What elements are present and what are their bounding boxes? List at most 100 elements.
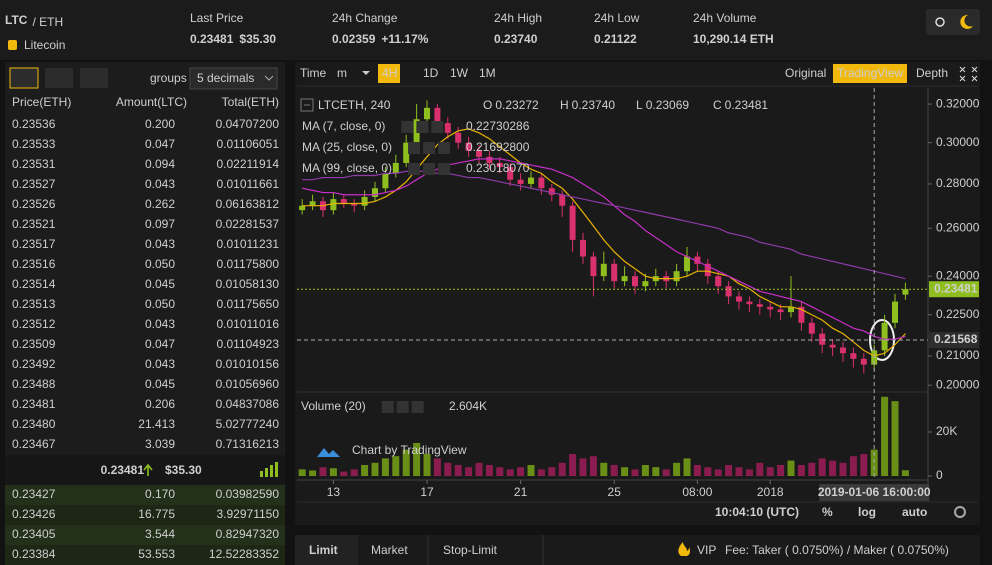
log-toggle[interactable]: log [858, 505, 876, 519]
ma-legend-button[interactable] [438, 163, 451, 175]
ask-cell[interactable]: 0.23517 [12, 237, 56, 251]
bid-cell[interactable]: 53.553 [138, 547, 175, 561]
ask-cell[interactable]: 0.097 [145, 217, 175, 231]
ask-cell[interactable]: 0.200 [145, 117, 175, 131]
ask-cell[interactable]: 0.047 [145, 137, 175, 151]
interval-button[interactable]: 1D [423, 66, 439, 80]
volume-legend-button[interactable] [396, 401, 409, 413]
ask-cell[interactable]: 0.01104923 [216, 337, 279, 351]
sun-icon[interactable] [935, 17, 945, 27]
view-button[interactable]: TradingView [837, 66, 903, 80]
ask-cell[interactable]: 0.206 [145, 397, 175, 411]
bid-cell[interactable]: 0.03982590 [216, 487, 280, 501]
order-tab[interactable]: Limit [309, 543, 338, 557]
ma-legend-button[interactable] [416, 121, 429, 133]
ask-cell[interactable]: 0.045 [145, 277, 175, 291]
ask-cell[interactable]: 0.23536 [12, 117, 56, 131]
interval-button[interactable]: 1W [450, 66, 469, 80]
ask-cell[interactable]: 0.23467 [12, 437, 56, 451]
ask-cell[interactable]: 0.043 [145, 357, 175, 371]
ask-cell[interactable]: 0.043 [145, 317, 175, 331]
auto-toggle[interactable]: auto [902, 505, 927, 519]
ask-cell[interactable]: 0.02211914 [216, 157, 279, 171]
ask-cell[interactable]: 0.23514 [12, 277, 56, 291]
ask-cell[interactable]: 0.01011661 [216, 177, 279, 191]
ask-cell[interactable]: 0.23533 [12, 137, 56, 151]
ask-cell[interactable]: 0.23516 [12, 257, 56, 271]
ask-cell[interactable]: 0.050 [145, 257, 175, 271]
ask-cell[interactable]: 0.01175800 [216, 257, 279, 271]
interval-button[interactable]: m [337, 66, 347, 80]
ask-cell[interactable]: 0.01175650 [216, 297, 279, 311]
view-bids-button[interactable] [45, 68, 73, 88]
bid-cell[interactable]: 0.82947320 [216, 527, 280, 541]
ask-cell[interactable]: 0.23481 [12, 397, 56, 411]
ask-cell[interactable]: 0.04837086 [216, 397, 280, 411]
interval-button[interactable]: 4H [382, 66, 397, 80]
bid-cell[interactable]: 3.544 [145, 527, 175, 541]
ma-legend-button[interactable] [423, 142, 436, 154]
bid-cell[interactable]: 0.23426 [12, 507, 56, 521]
decimals-select[interactable] [189, 67, 278, 90]
ask-cell[interactable]: 0.045 [145, 377, 175, 391]
bid-cell[interactable]: 16.775 [138, 507, 175, 521]
settings-icon[interactable] [954, 506, 967, 518]
ask-cell[interactable]: 0.01056960 [216, 377, 280, 391]
ask-cell[interactable]: 0.23527 [12, 177, 56, 191]
ask-cell[interactable]: 0.23526 [12, 197, 56, 211]
ask-cell[interactable]: 0.01011231 [216, 237, 279, 251]
ask-cell[interactable]: 0.01011016 [216, 317, 279, 331]
view-both-button[interactable] [9, 67, 39, 89]
interval-button[interactable]: Time [300, 66, 327, 80]
ask-cell[interactable]: 0.047 [145, 337, 175, 351]
ask-cell[interactable]: 0.23488 [12, 377, 56, 391]
ask-cell[interactable]: 0.04707200 [216, 117, 280, 131]
volume-legend-button[interactable] [411, 401, 424, 413]
ask-cell[interactable]: 0.23521 [12, 217, 56, 231]
percent-toggle[interactable]: % [822, 505, 833, 519]
view-button[interactable]: Depth [916, 66, 948, 80]
ma-legend-button[interactable] [423, 163, 436, 175]
ask-cell[interactable]: 0.23513 [12, 297, 56, 311]
view-asks-button[interactable] [80, 68, 108, 88]
decimals-value[interactable]: 5 decimals [197, 71, 254, 85]
ask-cell[interactable]: 0.23531 [12, 157, 56, 171]
ask-cell[interactable]: 0.050 [145, 297, 175, 311]
view-button[interactable]: Original [785, 66, 826, 80]
ask-cell[interactable]: 0.094 [145, 157, 175, 171]
ask-cell[interactable]: 0.71316213 [216, 437, 280, 451]
ask-cell[interactable]: 0.043 [145, 237, 175, 251]
ma-legend-button[interactable] [401, 121, 414, 133]
ask-cell[interactable]: 0.23509 [12, 337, 56, 351]
ask-cell[interactable]: 5.02777240 [216, 417, 280, 431]
moon-icon[interactable] [960, 14, 973, 29]
ma-legend-button[interactable] [408, 163, 421, 175]
ma-legend-button[interactable] [408, 142, 421, 154]
ask-cell[interactable]: 0.06163812 [216, 197, 280, 211]
ask-cell[interactable]: 3.039 [145, 437, 175, 451]
ask-cell[interactable]: 0.23492 [12, 357, 56, 371]
collapse-button[interactable] [300, 98, 314, 112]
order-tab[interactable]: Stop-Limit [443, 543, 498, 557]
bid-cell[interactable]: 0.23384 [12, 547, 56, 561]
ask-cell[interactable]: 0.043 [145, 177, 175, 191]
bid-cell[interactable]: 12.52283352 [209, 547, 279, 561]
ma-legend-button[interactable] [431, 121, 444, 133]
ask-cell[interactable]: 0.01010156 [216, 357, 280, 371]
ask-cell[interactable]: 0.01106051 [216, 137, 279, 151]
ask-cell[interactable]: 21.413 [138, 417, 175, 431]
ask-cell[interactable]: 0.02281537 [216, 217, 280, 231]
volume-legend-button[interactable] [381, 401, 394, 413]
ask-cell[interactable]: 0.23480 [12, 417, 56, 431]
ask-cell[interactable]: 0.23512 [12, 317, 56, 331]
ask-cell[interactable]: 0.01058130 [216, 277, 280, 291]
fullscreen-icon[interactable] [959, 66, 978, 82]
bid-cell[interactable]: 0.170 [145, 487, 175, 501]
bid-cell[interactable]: 0.23405 [12, 527, 56, 541]
interval-button[interactable]: 1M [479, 66, 496, 80]
order-tab[interactable]: Market [371, 543, 408, 557]
ma-legend-button[interactable] [438, 142, 451, 154]
ask-cell[interactable]: 0.262 [145, 197, 175, 211]
bid-cell[interactable]: 0.23427 [12, 487, 56, 501]
theme-toggle[interactable] [926, 9, 980, 35]
